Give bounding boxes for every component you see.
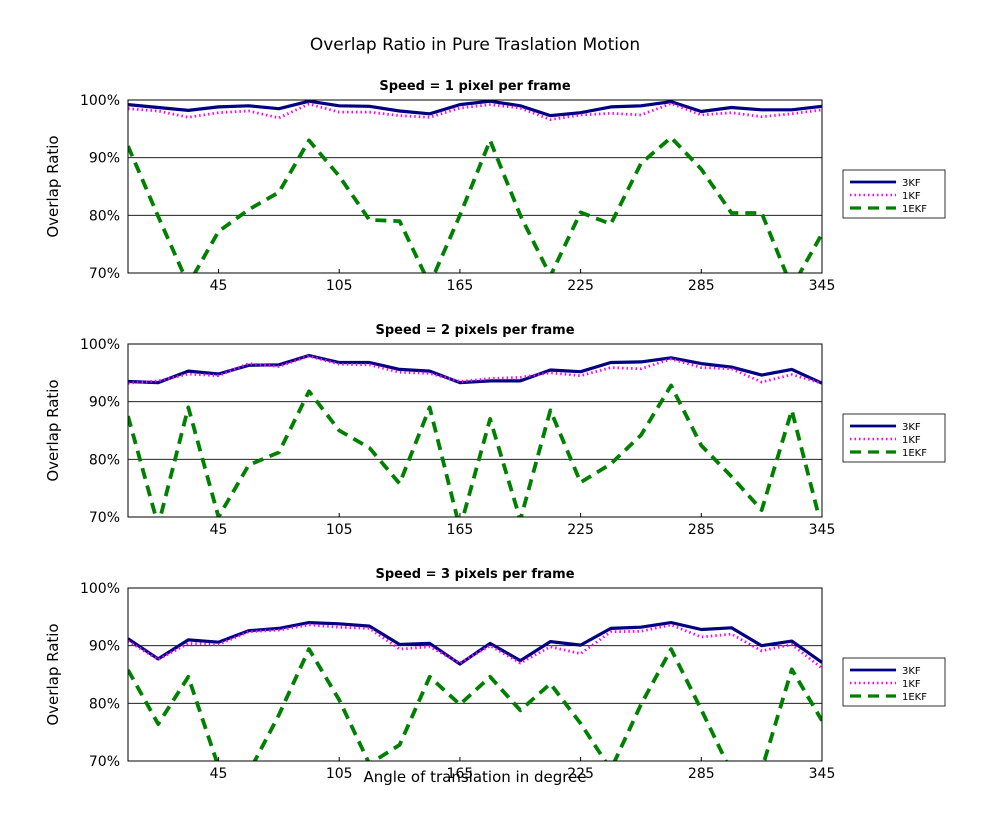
series-line-3kf [128, 100, 822, 118]
x-tick-label: 225 [567, 278, 594, 294]
panel-title: Speed = 3 pixels per frame [375, 567, 574, 582]
y-tick-label: 80% [89, 696, 120, 712]
x-tick-label: 105 [326, 766, 353, 782]
legend-label-3kf: 3KF [902, 178, 921, 189]
x-tick-label: 345 [809, 278, 836, 294]
y-tick-label: 80% [89, 452, 120, 468]
legend-box [842, 657, 946, 707]
x-tick-label: 165 [447, 766, 474, 782]
x-tick-label: 225 [567, 522, 594, 538]
x-tick-label: 105 [326, 278, 353, 294]
legend-box [842, 169, 946, 219]
x-tick-label: 165 [447, 522, 474, 538]
legend: 3KF 1KF 1EKF [842, 169, 946, 219]
panels: Speed = 1 pixel per frame 70% 80% 90% 100% 45… [44, 79, 946, 782]
legend-label-1kf: 1KF [902, 191, 921, 202]
y-axis-label: Overlap Ratio [44, 623, 62, 725]
series-lines [128, 620, 822, 761]
x-tick-label: 285 [688, 278, 715, 294]
x-tick-label: 45 [210, 522, 228, 538]
y-axis-label: Overlap Ratio [44, 379, 62, 481]
x-tick-label: 165 [447, 278, 474, 294]
y-tick-label: 100% [80, 93, 120, 109]
series-line-3kf [128, 353, 822, 385]
y-tick-label: 90% [89, 151, 120, 167]
y-tick-label: 70% [89, 266, 120, 282]
x-tick-label: 345 [809, 766, 836, 782]
x-tick-label: 105 [326, 522, 353, 538]
panel-title: Speed = 1 pixel per frame [379, 79, 571, 94]
y-tick-label: 90% [89, 639, 120, 655]
plot-frame [127, 343, 823, 518]
series-line-1ekf [128, 135, 822, 273]
y-tick-label: 80% [89, 208, 120, 224]
y-tick-label: 100% [80, 581, 120, 597]
figure-x-axis-label: Angle of translation in degree [363, 768, 586, 786]
series-line-1ekf [128, 383, 822, 517]
plot-frame [127, 587, 823, 762]
panel-title: Speed = 2 pixels per frame [375, 323, 574, 338]
legend-label-1ekf: 1EKF [902, 692, 927, 703]
x-tick-label: 45 [210, 766, 228, 782]
y-tick-label: 70% [89, 754, 120, 770]
y-tick-label: 100% [80, 337, 120, 353]
x-tick-label: 345 [809, 522, 836, 538]
legend-box [842, 413, 946, 463]
legend-label-3kf: 3KF [902, 666, 921, 677]
y-axis-label: Overlap Ratio [44, 135, 62, 237]
x-tick-label: 285 [688, 766, 715, 782]
x-tick-label: 285 [688, 522, 715, 538]
chart-panel-3: Speed = 3 pixels per frame 70% 80% 90% 100% 4… [44, 567, 946, 782]
series-lines [128, 100, 822, 273]
legend: 3KF 1KF 1EKF [842, 413, 946, 463]
legend: 3KF 1KF 1EKF [842, 657, 946, 707]
y-tick-label: 90% [89, 395, 120, 411]
series-lines [128, 353, 822, 517]
legend-label-1ekf: 1EKF [902, 204, 927, 215]
series-line-1kf [128, 623, 822, 670]
legend-label-1ekf: 1EKF [902, 448, 927, 459]
chart-panel-2: Speed = 2 pixels per frame 70% 80% 90% 100% 4… [44, 323, 946, 538]
series-line-1ekf [128, 647, 822, 761]
legend-label-1kf: 1KF [902, 435, 921, 446]
plot-frame [127, 99, 823, 274]
x-tick-label: 225 [567, 766, 594, 782]
figure-title: Overlap Ratio in Pure Traslation Motion [310, 35, 640, 55]
x-tick-label: 45 [210, 278, 228, 294]
y-tick-label: 70% [89, 510, 120, 526]
legend-label-1kf: 1KF [902, 679, 921, 690]
chart-panel-1: Speed = 1 pixel per frame 70% 80% 90% 100% 45… [44, 79, 946, 294]
legend-label-3kf: 3KF [902, 422, 921, 433]
series-line-3kf [128, 620, 822, 666]
